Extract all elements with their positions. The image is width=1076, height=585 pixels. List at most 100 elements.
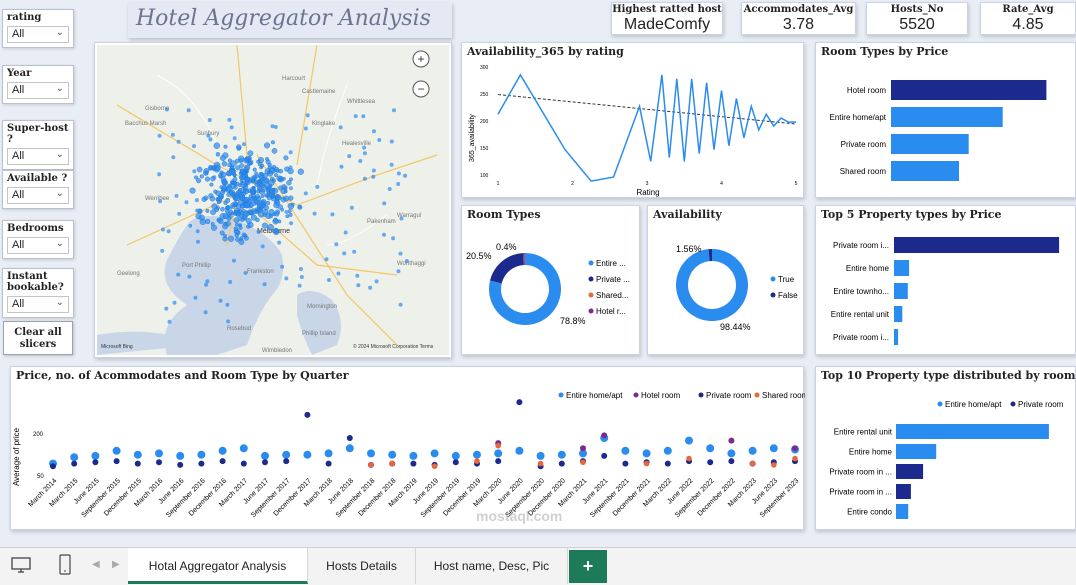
scatter-point[interactable] (282, 450, 291, 459)
scatter-point[interactable] (473, 450, 481, 459)
donut-slice[interactable] (524, 253, 525, 266)
slicer-available[interactable]: Available ? All ⌄ (2, 170, 74, 209)
scatter-point[interactable] (430, 449, 439, 458)
add-page-button[interactable]: + (569, 550, 607, 583)
scatter-point[interactable] (792, 455, 798, 462)
top10-property-chart[interactable]: Top 10 Property type distributed by room… (815, 366, 1076, 530)
slicer-rating[interactable]: rating All ⌄ (2, 9, 74, 48)
availability-line-chart[interactable]: Availability_365 by rating 300 250 200 150 1… (461, 42, 804, 198)
scatter-point[interactable] (113, 458, 120, 465)
scatter-point[interactable] (431, 463, 438, 469)
scatter-point[interactable] (324, 449, 333, 458)
clear-all-slicers-button[interactable]: Clear all slicers (3, 321, 73, 355)
scatter-point[interactable] (728, 458, 735, 465)
scatter-point[interactable] (749, 460, 756, 467)
scatter-point[interactable] (643, 460, 650, 467)
scatter-point[interactable] (176, 451, 185, 460)
bar[interactable] (891, 107, 1003, 127)
scatter-point[interactable] (686, 455, 692, 462)
bar[interactable] (891, 80, 1047, 100)
slicer-dropdown[interactable]: All ⌄ (7, 237, 69, 254)
scatter-point[interactable] (240, 460, 247, 467)
donut-slice[interactable] (676, 249, 748, 321)
bar[interactable] (894, 237, 1060, 253)
scatter-point[interactable] (155, 449, 163, 458)
scatter-point[interactable] (771, 462, 777, 468)
slicer-dropdown[interactable]: All ⌄ (7, 26, 69, 43)
scatter-point[interactable] (410, 460, 417, 467)
bar[interactable] (896, 504, 909, 519)
zoom-out-button[interactable]: − (412, 80, 430, 98)
scatter-point[interactable] (642, 449, 651, 458)
scatter-point[interactable] (389, 460, 396, 467)
scatter-point[interactable] (748, 446, 757, 455)
scatter-point[interactable] (262, 459, 268, 466)
tab-hosts-details[interactable]: Hosts Details (308, 548, 416, 584)
top5-property-chart[interactable]: Top 5 Property types by Price Private ro… (815, 205, 1076, 355)
map-copyright[interactable]: © 2024 Microsoft Corporation Terms (353, 343, 434, 350)
bar[interactable] (891, 161, 959, 181)
scatter-point[interactable] (325, 460, 332, 467)
scatter-point[interactable] (261, 451, 269, 460)
scatter-point[interactable] (728, 437, 735, 444)
scatter-point[interactable] (537, 460, 544, 467)
scatter-point[interactable] (601, 432, 608, 439)
bar[interactable] (894, 260, 910, 276)
scatter-point[interactable] (451, 451, 460, 460)
slicer-super-host[interactable]: Super-host ? All ⌄ (2, 120, 74, 170)
slicer-instant-bookable[interactable]: Instant bookable? All ⌄ (2, 268, 74, 318)
scatter-point[interactable] (579, 449, 587, 458)
scatter-point[interactable] (134, 460, 141, 467)
map-canvas[interactable]: Harcourt Castlemaine Gisborne Bacchus Marsh… (97, 45, 449, 355)
scatter-point[interactable] (239, 444, 248, 453)
scatter-point[interactable] (346, 435, 353, 441)
scatter-point[interactable] (71, 460, 78, 467)
slicer-bedrooms[interactable]: Bedrooms All ⌄ (2, 220, 74, 259)
bar[interactable] (896, 444, 937, 459)
scatter-point[interactable] (218, 446, 227, 455)
scatter-point[interactable] (494, 449, 503, 458)
scatter-point[interactable] (664, 460, 671, 467)
scatter-point[interactable] (685, 436, 693, 445)
scatter-point[interactable] (345, 444, 354, 453)
bar[interactable] (894, 306, 903, 322)
scatter-point[interactable] (112, 446, 121, 455)
scatter-point[interactable] (792, 445, 798, 452)
scatter-point[interactable] (558, 460, 565, 467)
scatter-point[interactable] (769, 444, 778, 453)
scatter-point[interactable] (197, 450, 206, 459)
scatter-point[interactable] (91, 451, 100, 460)
bar[interactable] (894, 329, 899, 345)
bar[interactable] (896, 464, 924, 479)
scatter-point[interactable] (495, 442, 502, 449)
slicer-dropdown[interactable]: All ⌄ (7, 82, 69, 99)
scatter-point[interactable] (50, 463, 56, 470)
availability-donut-chart[interactable]: Availability 1.56% 98.44% True False (647, 205, 804, 355)
scatter-point[interactable] (177, 461, 184, 468)
scroll-right-icon[interactable]: ▶ (112, 559, 120, 570)
donut-slice[interactable] (490, 253, 524, 284)
scatter-point[interactable] (557, 450, 566, 459)
scatter-point[interactable] (304, 411, 311, 418)
slicer-dropdown[interactable]: All ⌄ (7, 148, 69, 165)
slicer-year[interactable]: Year All ⌄ (2, 65, 74, 104)
scatter-point[interactable] (495, 458, 502, 465)
scatter-point[interactable] (580, 445, 586, 452)
slicer-dropdown[interactable]: All ⌄ (7, 296, 69, 313)
scatter-point[interactable] (219, 458, 226, 465)
scatter-point[interactable] (92, 459, 99, 466)
scatter-point[interactable] (536, 451, 545, 460)
price-scatter-chart[interactable]: Price, no. of Acommodates and Room Type … (10, 366, 805, 530)
tab-host-name-desc-pic[interactable]: Host name, Desc, Pic (416, 548, 568, 584)
scatter-point[interactable] (621, 446, 630, 455)
scatter-point[interactable] (367, 449, 375, 458)
bar[interactable] (894, 283, 908, 299)
donut-slice[interactable] (708, 249, 712, 262)
scatter-point[interactable] (133, 450, 142, 459)
room-types-price-chart[interactable]: Room Types by Price Hotel room Entire hom… (815, 42, 1076, 198)
tab-hotal-aggregator-analysis[interactable]: Hotal Aggregator Analysis (128, 548, 308, 584)
scatter-point[interactable] (580, 459, 586, 466)
scatter-point[interactable] (622, 460, 629, 467)
scatter-point[interactable] (515, 446, 524, 455)
scatter-point[interactable] (706, 444, 715, 453)
